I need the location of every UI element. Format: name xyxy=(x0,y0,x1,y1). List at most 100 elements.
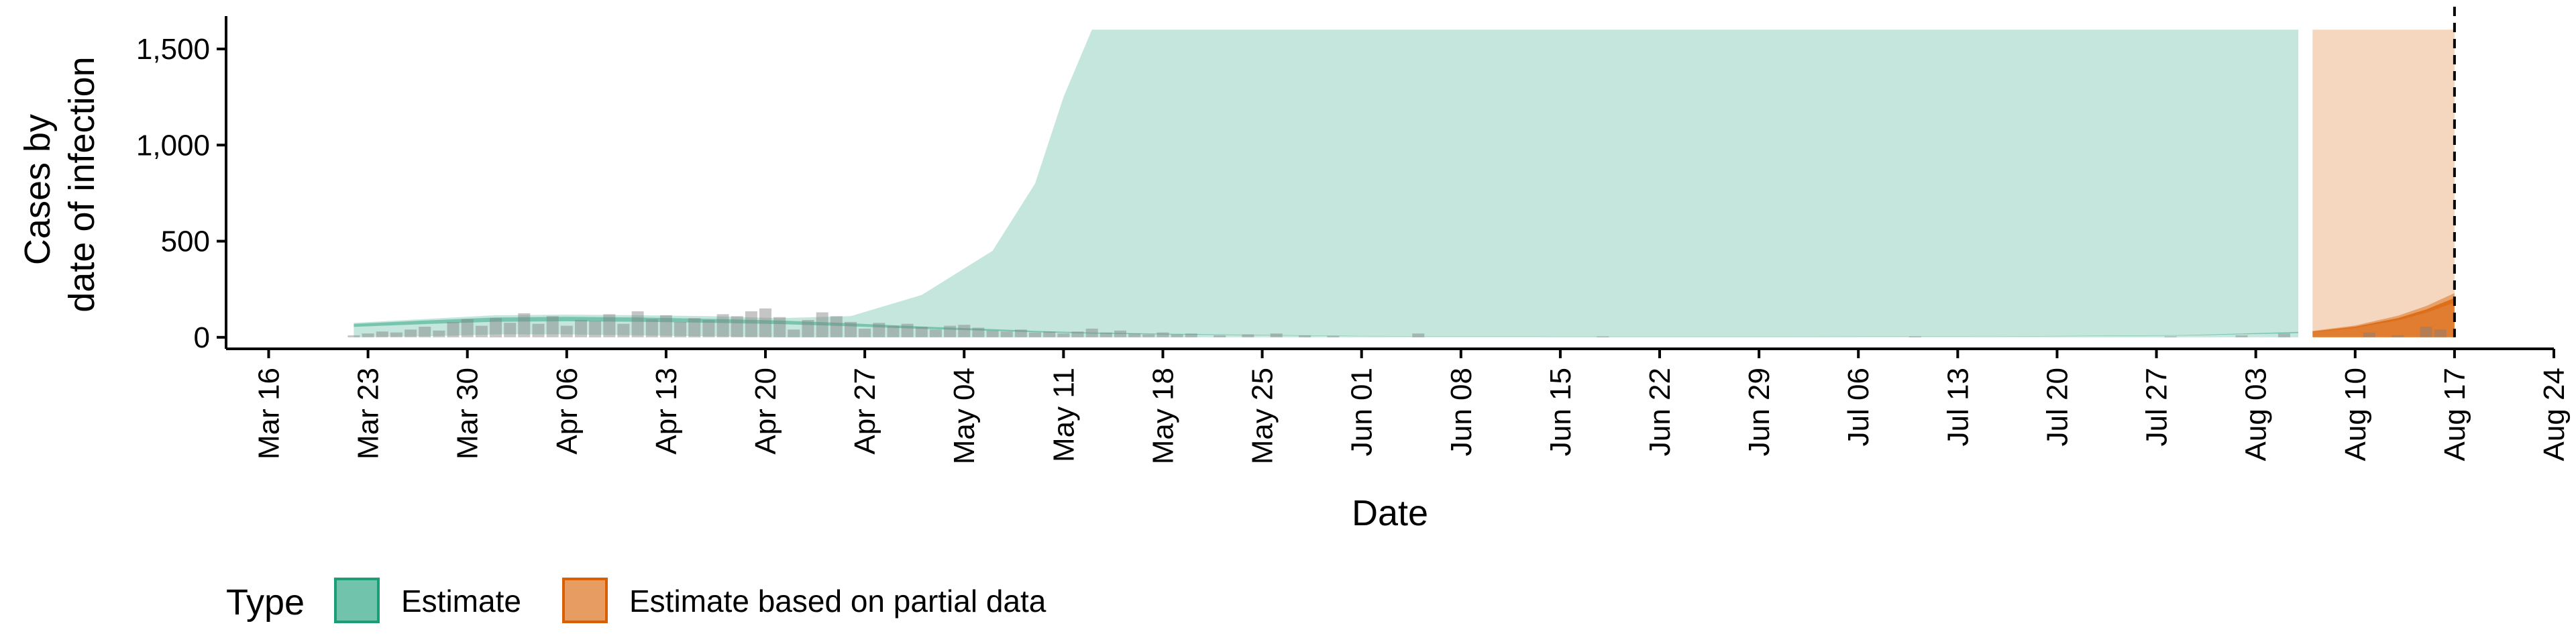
reported-case-bar xyxy=(674,321,687,337)
legend-title: Type xyxy=(226,582,305,623)
reported-case-bar xyxy=(1085,328,1098,337)
reported-case-bar xyxy=(958,325,971,337)
reported-case-bar xyxy=(1000,331,1013,337)
reported-case-bar xyxy=(617,323,630,337)
reported-case-bar xyxy=(2164,336,2177,337)
x-tick-label: Jun 08 xyxy=(1445,368,1478,456)
reported-case-bar xyxy=(816,312,828,337)
reported-case-bar xyxy=(447,321,460,337)
reported-case-bar xyxy=(461,319,474,337)
series-median-1 xyxy=(2312,298,2455,337)
reported-case-bar xyxy=(2363,332,2375,337)
legend-items: Estimate Estimate based on partial data xyxy=(334,578,1046,623)
x-tick-label: Jul 27 xyxy=(2141,368,2174,446)
reported-case-bar xyxy=(518,313,531,337)
reported-case-bar xyxy=(659,315,672,337)
y-axis-title: Cases by date of infection xyxy=(17,56,102,312)
reported-case-bar xyxy=(362,333,374,337)
reported-case-bar xyxy=(589,321,602,337)
reported-case-bar xyxy=(731,316,743,337)
x-tick-label: Apr 27 xyxy=(849,368,881,455)
reported-case-bar xyxy=(1214,335,1226,337)
x-tick-label: Aug 10 xyxy=(2339,368,2372,461)
reported-case-bar xyxy=(845,321,857,337)
reported-case-bar xyxy=(887,325,900,337)
x-tick-label: Aug 17 xyxy=(2438,368,2471,461)
x-tick-label: May 04 xyxy=(948,368,981,464)
x-tick-label: Jun 22 xyxy=(1644,368,1676,456)
reported-case-bar xyxy=(901,323,914,337)
y-tick-label: 500 xyxy=(161,225,210,258)
x-tick-label: Mar 16 xyxy=(253,368,286,460)
reported-case-bar xyxy=(972,327,985,337)
reported-case-bar xyxy=(1185,333,1197,337)
reported-case-bar xyxy=(560,325,573,337)
reported-case-bar xyxy=(1071,331,1084,337)
reported-case-bar xyxy=(929,329,942,337)
x-tick-label: Apr 06 xyxy=(551,368,584,455)
reported-case-bar xyxy=(645,319,658,337)
reported-case-bar xyxy=(1412,333,1425,337)
reported-case-bar xyxy=(390,332,402,337)
reported-case-bar xyxy=(1043,331,1056,337)
reported-case-bar xyxy=(405,329,417,337)
reported-case-bar xyxy=(1114,330,1126,337)
y-tick-label: 1,500 xyxy=(136,33,210,66)
reported-case-bar xyxy=(1099,332,1112,337)
reported-case-bar xyxy=(1327,335,1340,337)
reported-case-bar xyxy=(532,323,545,337)
legend-swatch-0 xyxy=(334,578,380,623)
reported-case-bar xyxy=(2392,335,2404,337)
x-axis-title: Date xyxy=(1352,493,1428,533)
ribbon-outer-1 xyxy=(2312,30,2455,337)
reported-case-bar xyxy=(1909,336,1921,337)
reported-case-bar xyxy=(745,311,757,337)
x-tick-label: Jul 06 xyxy=(1842,368,1875,446)
reported-case-bar xyxy=(944,325,957,337)
plot-area xyxy=(347,7,2456,337)
legend-label-1: Estimate based on partial data xyxy=(629,584,1046,619)
reported-case-bar xyxy=(2278,333,2290,337)
x-tick-label: Mar 30 xyxy=(451,368,484,460)
reported-case-bar xyxy=(986,330,999,337)
reported-case-bar xyxy=(2420,327,2432,337)
reported-case-bar xyxy=(631,311,644,337)
ribbon-inner-0 xyxy=(354,317,2299,337)
axes xyxy=(225,16,2554,350)
x-tick-label: Jun 01 xyxy=(1346,368,1379,456)
x-tick-label: Mar 23 xyxy=(352,368,385,460)
y-tick-label: 1,000 xyxy=(136,129,210,162)
reported-case-bar xyxy=(490,318,502,337)
reported-case-bar xyxy=(419,327,431,337)
x-tick-label: Apr 20 xyxy=(749,368,782,455)
reported-case-bar xyxy=(716,314,729,337)
reported-case-bar xyxy=(475,325,488,337)
reported-case-bar xyxy=(1157,332,1169,337)
y-tick-label: 0 xyxy=(194,321,210,354)
reported-case-bar xyxy=(1142,334,1155,337)
x-tick-label: May 25 xyxy=(1246,368,1279,464)
legend-swatch-1 xyxy=(562,578,608,623)
reported-case-bar xyxy=(504,323,517,337)
reported-case-bar xyxy=(1299,335,1311,337)
reported-case-bar xyxy=(873,323,885,337)
y-ticks: 0 500 1,000 1,500 xyxy=(136,33,226,354)
x-tick-label: May 11 xyxy=(1047,368,1080,462)
x-tick-label: Aug 24 xyxy=(2538,368,2571,461)
reported-case-bar xyxy=(788,329,800,337)
reported-case-bar xyxy=(915,327,928,337)
reported-case-bar xyxy=(1171,334,1183,337)
x-tick-label: Jul 13 xyxy=(1941,368,1974,446)
x-tick-label: May 18 xyxy=(1147,368,1180,464)
reported-case-bar xyxy=(1242,334,1254,337)
reported-case-bar xyxy=(859,328,871,337)
reported-case-bar xyxy=(376,331,388,337)
legend-label-0: Estimate xyxy=(401,584,521,619)
reported-case-bar xyxy=(830,316,843,337)
reported-case-bar xyxy=(1014,329,1027,337)
reported-case-bar xyxy=(1057,333,1070,337)
reported-case-bar xyxy=(773,317,786,337)
x-tick-label: Apr 13 xyxy=(650,368,683,455)
reported-case-bar xyxy=(347,335,360,337)
reported-case-bar xyxy=(1128,333,1141,337)
